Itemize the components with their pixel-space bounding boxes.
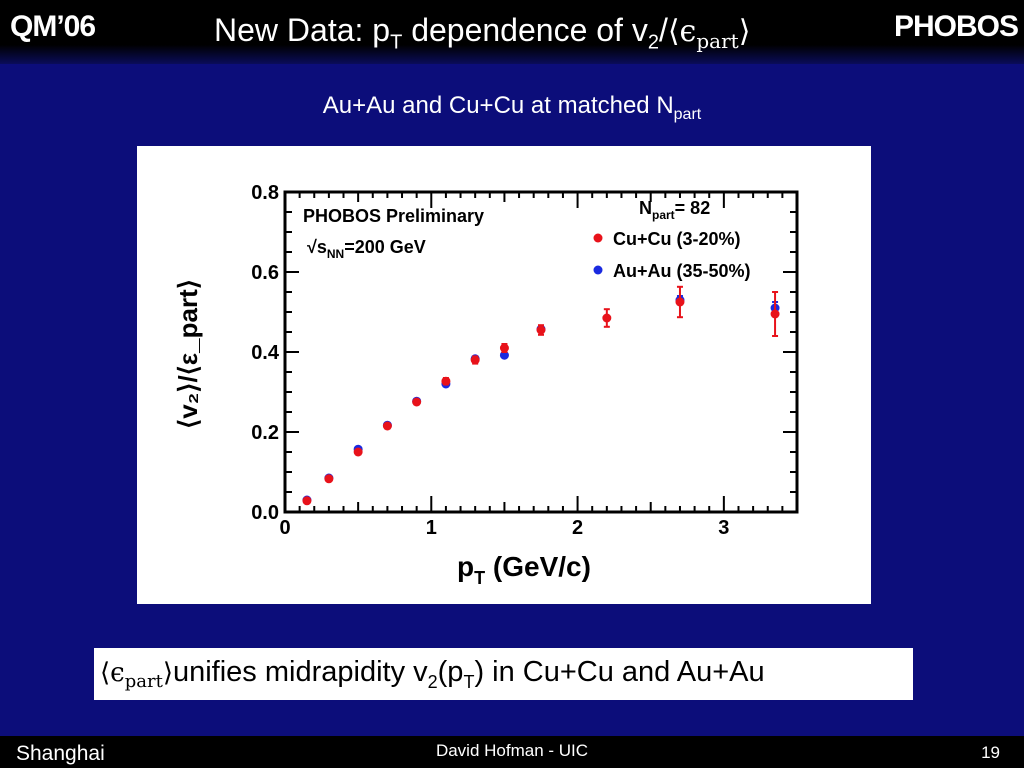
caption-text-1: unifies midrapidity v [172, 656, 428, 688]
caption-sub-t: T [463, 671, 475, 692]
xlabel-main: p [457, 551, 474, 582]
caption-math-close: ⟩ [162, 658, 173, 688]
title-text-2: dependence of v [402, 12, 648, 48]
legend-label-auau: Au+Au (35-50%) [613, 261, 751, 281]
xlabel-unit: (GeV/c) [485, 551, 591, 582]
data-point-cucu [382, 421, 392, 431]
data-point-cucu [441, 376, 451, 386]
x-axis-label: pT (GeV/c) [457, 551, 591, 588]
data-point-cucu [412, 397, 422, 407]
footer-author: David Hofman - UIC [435, 741, 589, 760]
title-math-open: ⟨ϵ [667, 14, 697, 49]
npart-value: = 82 [675, 198, 711, 218]
data-point-cucu [302, 496, 312, 506]
x-tick-label: 2 [572, 517, 583, 539]
data-point-cucu [470, 355, 480, 365]
footer-location: Shanghai [16, 742, 105, 765]
top-bar [0, 0, 1024, 64]
y-tick-label: 0.4 [251, 342, 280, 364]
caption-math: ⟨ϵpart⟩ [100, 658, 173, 692]
title-sub-t: T [390, 31, 403, 54]
title-sub-2: 2 [647, 31, 659, 54]
subtitle-text: Au+Au and Cu+Cu at matched N [322, 92, 674, 119]
data-point-cucu [536, 325, 546, 335]
v2-scaled-chart: 0.0 0.2 0.4 0.6 0.8 0 1 2 3 PHOBOS Preliminary √… [173, 182, 799, 588]
annotation-energy: √sNN=200 GeV [307, 237, 426, 261]
caption-math-sub: part [124, 671, 163, 693]
caption-sub-2: 2 [427, 671, 438, 692]
data-point-cucu [324, 474, 334, 484]
plot-panel: 0.0 0.2 0.4 0.6 0.8 0 1 2 3 PHOBOS Preliminary √… [137, 146, 871, 604]
page-number: 19 [981, 743, 1000, 762]
title-slash: / [658, 12, 668, 48]
x-tick-label: 3 [718, 517, 729, 539]
caption: ⟨ϵpart⟩unifies midrapidity v2(pT) in Cu+… [100, 656, 765, 693]
data-point-cucu [602, 313, 612, 323]
slide-title: New Data: pT dependence of v2/⟨ϵpart⟩ [214, 12, 750, 54]
y-tick-label: 0.0 [251, 502, 279, 524]
title-math-close: ⟩ [738, 14, 751, 49]
y-tick-label: 0.8 [251, 182, 279, 204]
title-math-epsilon: ⟨ϵpart⟩ [667, 14, 751, 53]
experiment-label: PHOBOS [893, 10, 1019, 43]
energy-sub: NN [327, 247, 344, 261]
title-text-1: New Data: p [214, 12, 391, 48]
legend-marker-auau [593, 265, 603, 275]
data-point-cucu [675, 297, 685, 307]
subtitle-sub: part [673, 105, 702, 123]
annotation-preliminary: PHOBOS Preliminary [303, 206, 484, 226]
energy-rest: =200 GeV [344, 237, 426, 257]
caption-math-open: ⟨ϵ [100, 658, 125, 688]
caption-text-2: (p [437, 656, 464, 688]
xlabel-sub: T [474, 568, 485, 588]
x-tick-label: 1 [426, 517, 437, 539]
caption-text-3: ) in Cu+Cu and Au+Au [474, 656, 765, 688]
data-point-cucu [499, 343, 509, 353]
caption-box: ⟨ϵpart⟩unifies midrapidity v2(pT) in Cu+… [94, 648, 913, 700]
data-point-cucu [770, 309, 780, 319]
y-tick-label: 0.6 [251, 262, 279, 284]
bottom-bar [0, 736, 1024, 768]
legend-label-cucu: Cu+Cu (3-20%) [613, 229, 741, 249]
title-math-sub: part [696, 29, 739, 53]
npart-sub: part [652, 208, 675, 222]
x-tick-label: 0 [279, 517, 290, 539]
energy-text: √s [307, 237, 327, 257]
npart-text: N [639, 198, 652, 218]
conference-label: QM’06 [10, 10, 96, 43]
legend-marker-cucu [593, 233, 603, 243]
y-tick-label: 0.2 [251, 422, 279, 444]
y-axis-label: ⟨v₂⟩/⟨ε_part⟩ [173, 279, 203, 429]
slide-subtitle: Au+Au and Cu+Cu at matched Npart [0, 92, 1024, 124]
data-point-cucu [353, 447, 363, 457]
annotation-npart: Npart= 82 [639, 198, 710, 222]
